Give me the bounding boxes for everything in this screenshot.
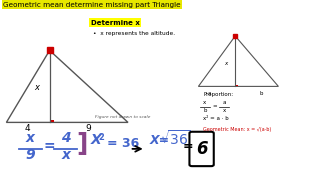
Text: 4: 4 bbox=[24, 124, 30, 133]
Text: a: a bbox=[208, 91, 211, 96]
Text: 6: 6 bbox=[196, 140, 207, 158]
Text: ]: ] bbox=[76, 132, 87, 156]
Text: x: x bbox=[203, 100, 206, 105]
FancyBboxPatch shape bbox=[189, 132, 214, 166]
Text: =: = bbox=[212, 104, 217, 109]
Text: x: x bbox=[34, 83, 39, 92]
Text: x: x bbox=[222, 108, 226, 113]
Text: $\sqrt{36}$: $\sqrt{36}$ bbox=[160, 129, 191, 148]
Text: 9: 9 bbox=[85, 124, 91, 133]
Text: •  x represents the altitude.: • x represents the altitude. bbox=[93, 31, 175, 36]
Text: Proportion:: Proportion: bbox=[203, 92, 233, 97]
Text: X=: X= bbox=[150, 134, 170, 147]
Text: =: = bbox=[44, 139, 55, 153]
Text: a: a bbox=[222, 100, 226, 105]
Text: x² = a · b: x² = a · b bbox=[203, 116, 229, 121]
Text: Figure not drawn to scale: Figure not drawn to scale bbox=[95, 115, 151, 119]
Text: x: x bbox=[61, 148, 70, 162]
Polygon shape bbox=[50, 120, 54, 122]
Text: x: x bbox=[26, 131, 35, 145]
Text: b: b bbox=[203, 108, 206, 113]
Text: x: x bbox=[224, 61, 227, 66]
Text: Geometric mean determine missing part Triangle: Geometric mean determine missing part Tr… bbox=[3, 2, 181, 8]
Text: Geometric Mean: x = √(a·b): Geometric Mean: x = √(a·b) bbox=[203, 127, 271, 132]
Text: 4: 4 bbox=[61, 131, 70, 145]
Text: b: b bbox=[259, 91, 262, 96]
Polygon shape bbox=[235, 85, 238, 86]
Text: 9: 9 bbox=[26, 148, 35, 162]
Text: X: X bbox=[91, 133, 101, 147]
Text: 2: 2 bbox=[99, 133, 105, 142]
Text: = 36: = 36 bbox=[107, 137, 140, 150]
Text: Determine x: Determine x bbox=[91, 19, 140, 26]
Text: =: = bbox=[182, 140, 193, 153]
